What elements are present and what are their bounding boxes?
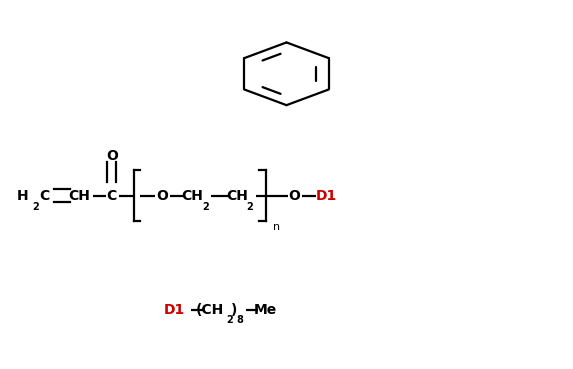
Text: Me: Me bbox=[254, 303, 277, 317]
Text: C: C bbox=[40, 189, 50, 203]
Text: CH: CH bbox=[68, 189, 90, 203]
Text: O: O bbox=[289, 189, 300, 203]
Text: 8: 8 bbox=[237, 315, 244, 325]
Text: (CH: (CH bbox=[196, 303, 225, 317]
Text: D1: D1 bbox=[315, 189, 337, 203]
Text: H: H bbox=[17, 189, 29, 203]
Text: O: O bbox=[106, 149, 117, 163]
Text: 2: 2 bbox=[246, 201, 253, 212]
Text: CH: CH bbox=[226, 189, 248, 203]
Text: 2: 2 bbox=[202, 201, 209, 212]
Text: ): ) bbox=[231, 303, 238, 317]
Text: n: n bbox=[273, 222, 280, 232]
Text: 2: 2 bbox=[32, 201, 39, 212]
Text: C: C bbox=[107, 189, 117, 203]
Text: 2: 2 bbox=[226, 315, 233, 325]
Text: D1: D1 bbox=[164, 303, 186, 317]
Text: O: O bbox=[156, 189, 168, 203]
Text: CH: CH bbox=[182, 189, 203, 203]
